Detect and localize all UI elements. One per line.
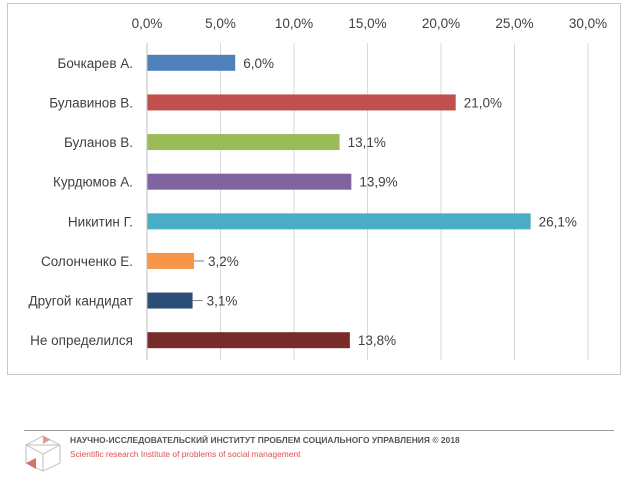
data-label: 26,1% [539,214,577,229]
category-label: Другой кандидат [28,294,133,309]
category-label: Не определился [30,333,133,348]
data-label: 6,0% [243,56,274,71]
footer-institute-name-english: Scientific research Institute of problem… [70,449,301,459]
footer-divider [24,430,614,431]
x-tick-label: 10,0% [275,16,313,31]
bar [147,54,236,71]
chart-frame: 0,0% 5,0% 10,0% 15,0% 20,0% 25,0% 30,0% Бочкаре… [7,3,621,375]
data-label: 3,2% [208,254,239,269]
x-tick-label: 20,0% [422,16,460,31]
data-label: 13,8% [358,333,396,348]
category-label: Бочкарев А. [57,56,133,71]
category-label: Курдюмов А. [53,175,133,190]
x-tick-label: 30,0% [569,16,607,31]
x-tick-label: 5,0% [205,16,236,31]
bar [147,94,456,111]
bar [147,292,193,309]
data-label: 13,1% [348,135,386,150]
category-label: Никитин Г. [68,214,133,229]
category-label: Булавинов В. [49,95,133,110]
bar [147,173,352,190]
category-label: Солонченко Е. [41,254,133,269]
data-label: 3,1% [207,294,238,309]
category-label: Буланов В. [64,135,133,150]
bar [147,134,340,151]
footer-institute-name: НАУЧНО-ИССЛЕДОВАТЕЛЬСКИЙ ИНСТИТУТ ПРОБЛЕ… [70,435,460,445]
bar [147,252,195,269]
x-tick-label: 0,0% [132,16,163,31]
data-label: 21,0% [464,95,502,110]
institute-logo-icon [25,435,61,472]
bar-chart: 0,0% 5,0% 10,0% 15,0% 20,0% 25,0% 30,0% Бочкаре… [28,16,607,360]
bar [147,213,531,230]
bar [147,332,350,349]
x-tick-label: 15,0% [348,16,386,31]
data-label: 13,9% [359,175,397,190]
x-tick-label: 25,0% [495,16,533,31]
